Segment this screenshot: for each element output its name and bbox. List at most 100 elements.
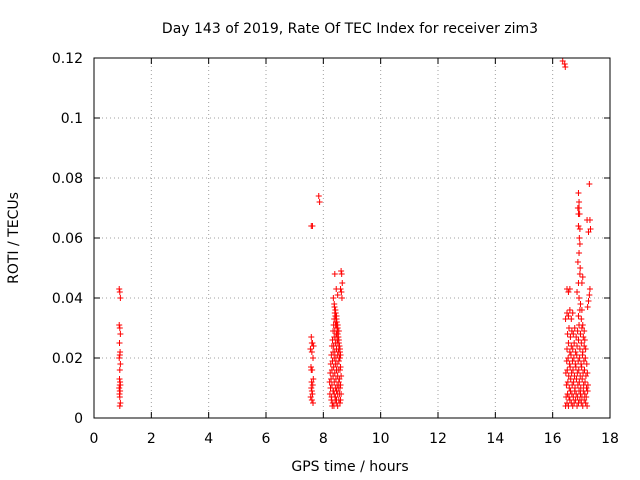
data-point — [566, 385, 573, 391]
data-point — [576, 295, 583, 301]
data-point — [339, 280, 346, 286]
data-point — [338, 268, 345, 274]
data-point — [582, 355, 589, 361]
data-point — [336, 400, 343, 406]
data-point — [576, 271, 583, 277]
data-point — [566, 361, 573, 367]
data-point — [582, 379, 589, 385]
data-point — [566, 307, 573, 313]
data-point — [338, 289, 345, 295]
data-point — [568, 343, 575, 349]
data-point — [308, 340, 315, 346]
data-point — [335, 334, 342, 340]
data-point — [583, 394, 590, 400]
data-point — [117, 382, 124, 388]
data-point — [579, 349, 586, 355]
data-point — [308, 379, 315, 385]
data-point — [308, 367, 315, 373]
data-point — [116, 403, 123, 409]
x-tick-label: 6 — [262, 431, 271, 447]
data-point — [581, 343, 588, 349]
data-point — [307, 346, 314, 352]
data-point — [308, 349, 315, 355]
data-point — [116, 367, 123, 373]
data-point — [577, 373, 584, 379]
data-point — [578, 361, 585, 367]
data-point — [568, 328, 575, 334]
data-point — [576, 226, 583, 232]
data-point — [116, 340, 123, 346]
data-point — [570, 367, 577, 373]
data-point — [334, 325, 341, 331]
data-point — [117, 400, 124, 406]
data-point — [576, 199, 583, 205]
data-point — [335, 337, 342, 343]
x-tick-label: 18 — [601, 431, 619, 447]
data-point — [337, 364, 344, 370]
data-point — [583, 361, 590, 367]
data-point — [572, 349, 579, 355]
data-point — [586, 217, 593, 223]
data-point — [117, 388, 124, 394]
data-point — [338, 295, 345, 301]
data-point — [563, 382, 570, 388]
x-tick-label: 0 — [90, 431, 99, 447]
data-point — [333, 319, 340, 325]
data-point — [577, 385, 584, 391]
data-point — [586, 181, 593, 187]
data-point — [338, 271, 345, 277]
x-tick-label: 10 — [372, 431, 390, 447]
data-point — [564, 310, 570, 316]
data-point — [571, 340, 578, 346]
data-point — [336, 343, 343, 349]
axis-ticks: 0 2 4 6 8 10 12 14 16 18 0 0.02 0.04 0.06 0.08 0.1 0.12 — [52, 51, 619, 447]
data-point — [116, 385, 123, 391]
data-point — [564, 331, 571, 337]
data-point — [579, 322, 586, 328]
data-point — [308, 397, 315, 403]
data-point — [567, 334, 574, 340]
data-point — [334, 292, 341, 298]
data-point — [576, 241, 583, 247]
data-point — [310, 355, 317, 361]
data-point — [572, 361, 579, 367]
data-point — [116, 286, 123, 292]
data-point — [336, 385, 343, 391]
data-point — [575, 190, 582, 196]
data-point — [570, 379, 577, 385]
data-point — [584, 403, 591, 409]
data-point — [568, 352, 575, 358]
data-point — [338, 391, 345, 397]
data-point — [574, 403, 581, 409]
data-point — [572, 364, 579, 370]
data-point — [570, 355, 577, 361]
data-point — [569, 310, 576, 316]
y-tick-label: 0.1 — [61, 111, 83, 127]
data-point — [561, 61, 568, 67]
data-point — [578, 340, 585, 346]
y-tick-label: 0.08 — [52, 171, 83, 187]
data-point — [586, 292, 593, 298]
data-point — [577, 301, 584, 307]
data-point — [581, 328, 588, 334]
data-point — [564, 379, 571, 385]
data-point — [581, 391, 588, 397]
data-point — [564, 367, 571, 373]
chart-title: Day 143 of 2019, Rate Of TEC Index for r… — [162, 21, 538, 37]
data-point — [576, 211, 583, 217]
data-point — [574, 382, 581, 388]
data-point — [562, 64, 569, 70]
data-point — [310, 400, 317, 406]
data-point — [569, 346, 576, 352]
data-point — [584, 382, 591, 388]
data-point — [569, 358, 576, 364]
data-point — [578, 307, 585, 313]
y-tick-label: 0.04 — [52, 291, 83, 307]
x-tick-label: 8 — [319, 431, 328, 447]
data-point — [578, 280, 585, 286]
data-point — [117, 295, 124, 301]
data-point — [571, 373, 578, 379]
data-point — [579, 274, 586, 280]
data-point — [335, 358, 342, 364]
data-point — [582, 346, 589, 352]
